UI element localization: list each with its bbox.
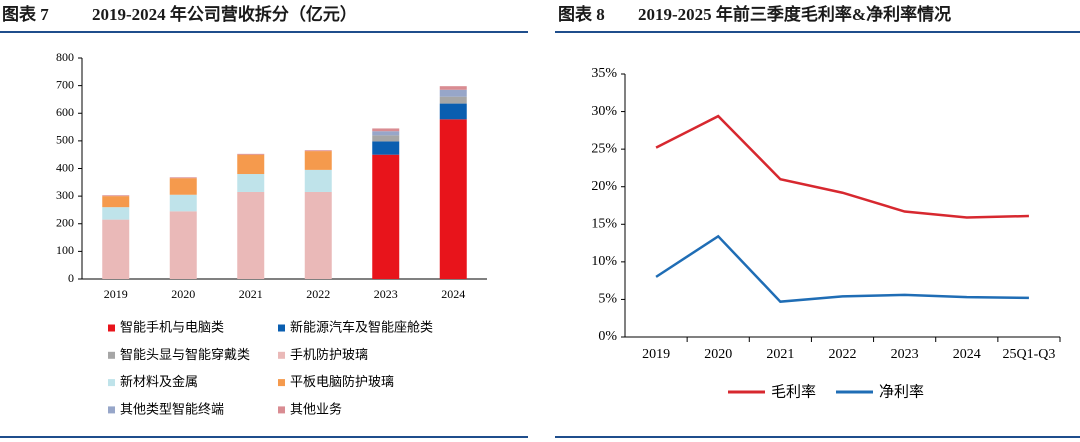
legend-label: 平板电脑防护玻璃 xyxy=(290,374,394,390)
line xyxy=(655,114,1029,219)
legend-label: 智能头显与智能穿戴类 xyxy=(120,347,250,363)
legend-swatch xyxy=(278,406,285,414)
bar-segment xyxy=(102,196,130,208)
y-tick-label: 100 xyxy=(56,243,74,257)
y-tick-label: 500 xyxy=(56,133,74,147)
y-tick-label: 30% xyxy=(591,104,617,119)
legend-label: 其他业务 xyxy=(290,401,342,417)
bar-segment xyxy=(169,178,197,195)
bar-segment xyxy=(372,135,400,142)
legend-swatch xyxy=(108,351,115,359)
y-tick-label: 0% xyxy=(598,329,617,344)
legend-label: 其他类型智能终端 xyxy=(120,401,224,417)
bar-segment xyxy=(372,128,400,132)
legend-label: 新能源汽车及智能座舱类 xyxy=(290,320,433,336)
bar-segment xyxy=(102,195,130,197)
y-tick-label: 15% xyxy=(591,217,617,232)
x-tick-label: 2020 xyxy=(171,287,195,301)
bar-segment xyxy=(304,151,332,170)
y-tick-label: 300 xyxy=(56,188,74,202)
x-tick-label: 2024 xyxy=(953,347,981,362)
bar-segment xyxy=(439,96,467,104)
chart-title: 2019-2024 年公司营收拆分（亿元） xyxy=(92,4,357,24)
y-tick-label: 700 xyxy=(56,77,74,91)
legend-swatch xyxy=(108,379,115,387)
bar-segment xyxy=(237,153,265,155)
y-tick-label: 5% xyxy=(598,292,617,307)
legend-swatch xyxy=(278,351,285,359)
bar-segment xyxy=(169,211,197,279)
x-tick-label: 2022 xyxy=(306,287,330,301)
legend-label: 毛利率 xyxy=(771,383,816,401)
bar-segment xyxy=(304,150,332,152)
bar-segment xyxy=(237,154,265,175)
x-tick-label: 2024 xyxy=(441,287,465,301)
chart-title: 2019-2025 年前三季度毛利率&净利率情况 xyxy=(638,4,951,24)
x-tick-label: 2023 xyxy=(891,347,919,362)
bar-segment xyxy=(439,89,467,97)
legend-swatch xyxy=(108,324,115,332)
legend-swatch xyxy=(108,406,115,414)
legend-label: 新材料及金属 xyxy=(120,374,198,390)
bar-segment xyxy=(372,154,400,279)
y-tick-label: 800 xyxy=(56,50,74,64)
legend-label: 手机防护玻璃 xyxy=(290,347,368,363)
legend-swatch xyxy=(278,324,285,332)
x-tick-label: 2019 xyxy=(642,347,670,362)
legend-label: 智能手机与电脑类 xyxy=(120,321,224,336)
y-tick-label: 35% xyxy=(591,66,617,81)
bar-segment xyxy=(372,141,400,155)
bar-segment xyxy=(372,131,400,136)
y-tick-label: 600 xyxy=(56,105,74,119)
figure-label: 图表 8 xyxy=(558,4,605,24)
line xyxy=(655,234,1029,303)
bar-segment xyxy=(439,86,467,90)
bar-segment xyxy=(439,119,467,279)
x-tick-label: 25Q1-Q3 xyxy=(1002,347,1055,362)
bar-segment xyxy=(102,207,130,220)
x-tick-label: 2022 xyxy=(829,347,857,362)
y-tick-label: 25% xyxy=(591,141,617,156)
legend-swatch xyxy=(278,379,285,387)
x-tick-label: 2019 xyxy=(104,287,128,301)
y-tick-label: 0 xyxy=(68,271,74,285)
bar-segment xyxy=(169,177,197,179)
bar-segment xyxy=(169,194,197,212)
bar-segment xyxy=(304,191,332,279)
bar-segment xyxy=(237,174,265,192)
bar-segment xyxy=(304,169,332,192)
figure-label: 图表 7 xyxy=(2,4,49,24)
y-tick-label: 200 xyxy=(56,216,74,230)
x-tick-label: 2023 xyxy=(374,287,398,301)
y-tick-label: 20% xyxy=(591,179,617,194)
bar-segment xyxy=(102,219,130,279)
x-tick-label: 2020 xyxy=(704,347,732,362)
bar-segment xyxy=(439,103,467,120)
x-tick-label: 2021 xyxy=(239,287,263,301)
y-tick-label: 400 xyxy=(56,160,74,174)
legend-label: 净利率 xyxy=(879,383,924,401)
x-tick-label: 2021 xyxy=(766,347,794,362)
y-tick-label: 10% xyxy=(591,254,617,269)
bar-segment xyxy=(237,191,265,279)
